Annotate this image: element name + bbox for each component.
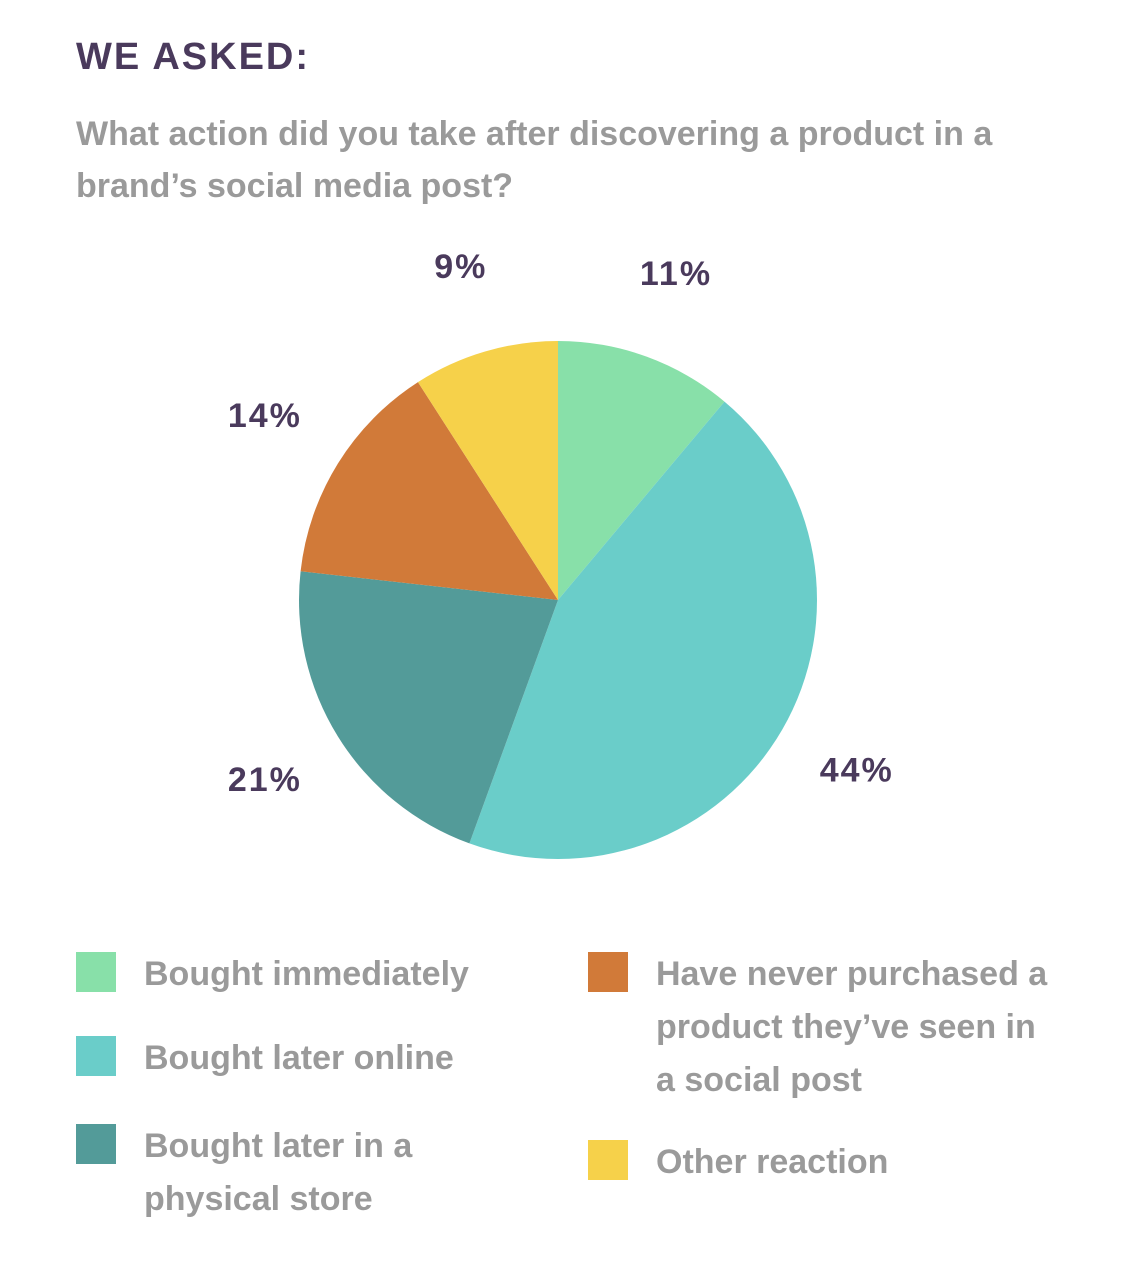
legend-swatch — [588, 952, 628, 992]
pie-value-label: 11% — [640, 255, 712, 293]
legend-label: Other reaction — [656, 1143, 889, 1181]
kicker-heading: WE ASKED: — [76, 36, 311, 78]
legend-label: Have never purchased a product they’ve s… — [656, 955, 1048, 1099]
pie-slice-0 — [558, 341, 725, 600]
pie-slice-2 — [298, 571, 558, 844]
pie-slice-1 — [469, 401, 817, 859]
legend-label: Bought later in a physical store — [144, 1127, 413, 1218]
pie-slices — [298, 341, 817, 859]
legend-swatch — [76, 952, 116, 992]
legend-label: Bought immediately — [144, 955, 469, 993]
survey-question: What action did you take after discoveri… — [76, 115, 993, 205]
legend-label: Bought later online — [144, 1039, 454, 1077]
pie-slice-4 — [417, 341, 558, 600]
legend-swatch — [76, 1124, 116, 1164]
pie-slice-3 — [300, 382, 558, 600]
pie-value-label: 44% — [820, 751, 894, 789]
legend-swatch — [588, 1140, 628, 1180]
pie-value-labels: 11% 44% 21% 14% 9% — [228, 248, 894, 799]
pie-value-label: 21% — [228, 761, 302, 799]
legend-swatch — [76, 1036, 116, 1076]
pie-value-label: 9% — [434, 248, 487, 286]
pie-value-label: 14% — [228, 397, 302, 435]
